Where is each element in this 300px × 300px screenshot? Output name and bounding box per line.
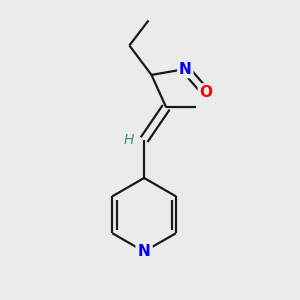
Text: O: O <box>200 85 212 100</box>
Text: N: N <box>179 61 192 76</box>
Text: N: N <box>138 244 151 259</box>
Text: H: H <box>123 133 134 147</box>
